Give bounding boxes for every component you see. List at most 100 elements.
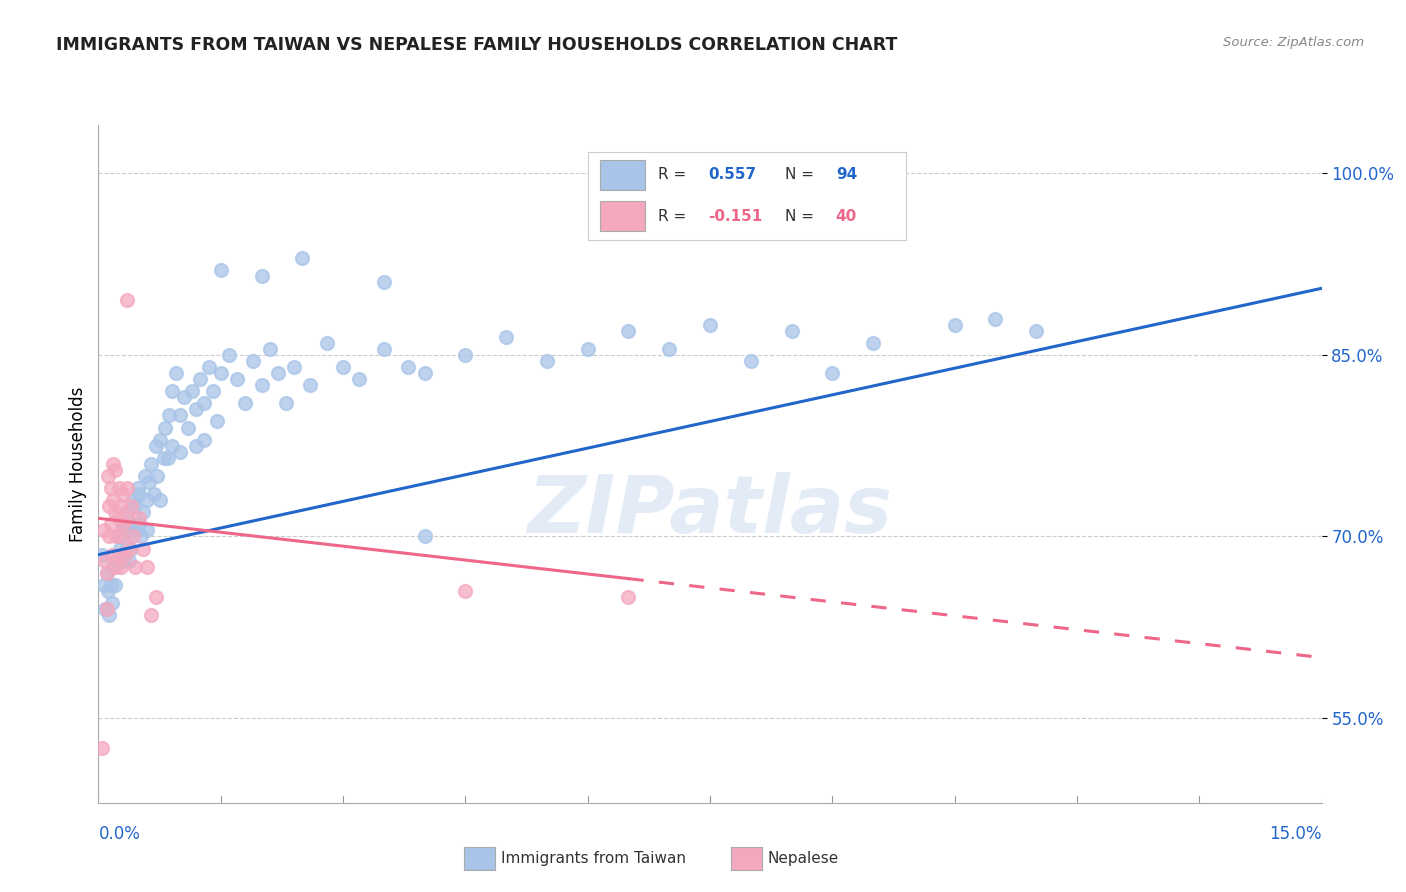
Point <box>97 583 120 598</box>
Point <box>124 524 146 538</box>
Point <box>413 366 436 380</box>
Point <box>129 529 152 543</box>
Point <box>177 420 200 434</box>
Point <box>111 517 134 532</box>
Text: Immigrants from Taiwan: Immigrants from Taiwan <box>501 851 686 865</box>
Text: Nepalese: Nepalese <box>768 851 839 865</box>
Point <box>576 342 599 356</box>
Point <box>193 433 215 447</box>
Point <box>283 359 305 374</box>
Point <box>128 511 150 525</box>
Point <box>101 596 124 610</box>
Point <box>291 251 314 265</box>
Point <box>165 366 187 380</box>
Point <box>108 548 131 562</box>
Point <box>142 487 165 501</box>
Point <box>332 359 354 374</box>
Point <box>146 469 169 483</box>
Point <box>101 548 124 562</box>
Point <box>115 293 138 308</box>
Point <box>141 608 163 623</box>
Point <box>120 517 142 532</box>
Y-axis label: Family Households: Family Households <box>69 386 87 541</box>
Point <box>100 481 122 495</box>
Point <box>536 354 558 368</box>
Point <box>740 354 762 368</box>
Point <box>93 524 115 538</box>
Point <box>128 487 150 501</box>
Point <box>96 602 118 616</box>
Point <box>218 348 240 362</box>
Text: 15.0%: 15.0% <box>1270 825 1322 843</box>
Point <box>233 396 256 410</box>
Point <box>124 559 146 574</box>
Point <box>943 318 966 332</box>
Point <box>156 450 179 465</box>
Point <box>96 566 118 580</box>
Point <box>105 554 128 568</box>
Point <box>349 372 371 386</box>
Point <box>267 366 290 380</box>
Point <box>98 608 121 623</box>
Point <box>373 275 395 289</box>
Text: IMMIGRANTS FROM TAIWAN VS NEPALESE FAMILY HOUSEHOLDS CORRELATION CHART: IMMIGRANTS FROM TAIWAN VS NEPALESE FAMIL… <box>56 36 897 54</box>
Point <box>699 318 721 332</box>
Point <box>108 481 131 495</box>
Point <box>152 450 174 465</box>
Point <box>617 324 640 338</box>
Point <box>104 578 127 592</box>
Point <box>91 741 114 756</box>
Point <box>93 578 115 592</box>
Point <box>110 529 132 543</box>
Point <box>250 269 273 284</box>
Point <box>454 348 477 362</box>
Point <box>115 535 138 549</box>
Point <box>136 524 159 538</box>
Point <box>145 439 167 453</box>
Point <box>132 505 155 519</box>
Point <box>780 324 803 338</box>
Point <box>132 541 155 556</box>
Point <box>124 500 146 514</box>
Point <box>186 402 208 417</box>
Point <box>495 330 517 344</box>
Point <box>108 511 131 525</box>
Point <box>141 457 163 471</box>
Point <box>120 500 142 514</box>
Point <box>108 529 131 543</box>
Point <box>617 590 640 604</box>
Point <box>104 463 127 477</box>
Point <box>821 366 844 380</box>
Point <box>136 559 159 574</box>
Point <box>315 335 337 350</box>
Point <box>454 583 477 598</box>
Point <box>115 481 138 495</box>
Point <box>242 354 264 368</box>
Text: Source: ZipAtlas.com: Source: ZipAtlas.com <box>1223 36 1364 49</box>
Point <box>94 602 117 616</box>
Point <box>114 524 136 538</box>
Point <box>120 541 142 556</box>
Point <box>104 505 127 519</box>
Point <box>149 433 172 447</box>
Point <box>299 378 322 392</box>
Point <box>101 559 124 574</box>
Point <box>111 554 134 568</box>
Point <box>128 517 150 532</box>
Point <box>110 559 132 574</box>
Point <box>862 335 884 350</box>
Point <box>110 500 132 514</box>
Point <box>250 378 273 392</box>
Point <box>94 554 117 568</box>
Point <box>169 409 191 423</box>
Point <box>169 444 191 458</box>
Point <box>160 384 183 399</box>
Point <box>274 396 297 410</box>
Point <box>117 554 139 568</box>
Point <box>658 342 681 356</box>
Point <box>181 384 204 399</box>
Point <box>96 566 118 580</box>
Point <box>115 511 138 525</box>
Point <box>97 469 120 483</box>
Point <box>100 578 122 592</box>
